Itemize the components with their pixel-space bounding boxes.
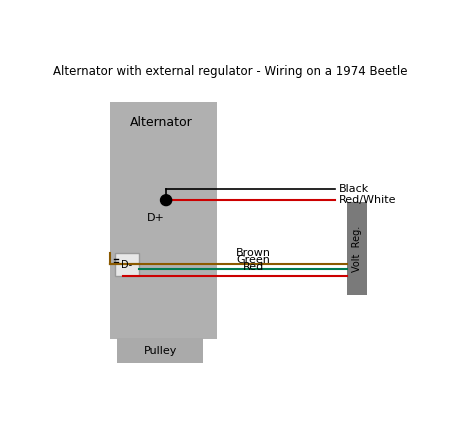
- Bar: [117, 338, 202, 363]
- Circle shape: [161, 195, 172, 205]
- Text: Red: Red: [243, 262, 264, 272]
- Text: Black: Black: [339, 184, 369, 194]
- Bar: [347, 202, 367, 295]
- Text: Red/White: Red/White: [339, 195, 396, 205]
- Text: Pulley: Pulley: [144, 345, 177, 356]
- Bar: [115, 253, 139, 276]
- Text: Alternator: Alternator: [130, 116, 192, 129]
- Text: D-: D-: [121, 260, 132, 270]
- Text: Volt  Reg.: Volt Reg.: [352, 226, 362, 272]
- Text: Green: Green: [236, 255, 270, 265]
- Text: D+: D+: [147, 213, 165, 223]
- Text: Alternator with external regulator - Wiring on a 1974 Beetle: Alternator with external regulator - Wir…: [54, 65, 408, 77]
- Bar: [110, 102, 217, 339]
- Text: Brown: Brown: [236, 249, 271, 258]
